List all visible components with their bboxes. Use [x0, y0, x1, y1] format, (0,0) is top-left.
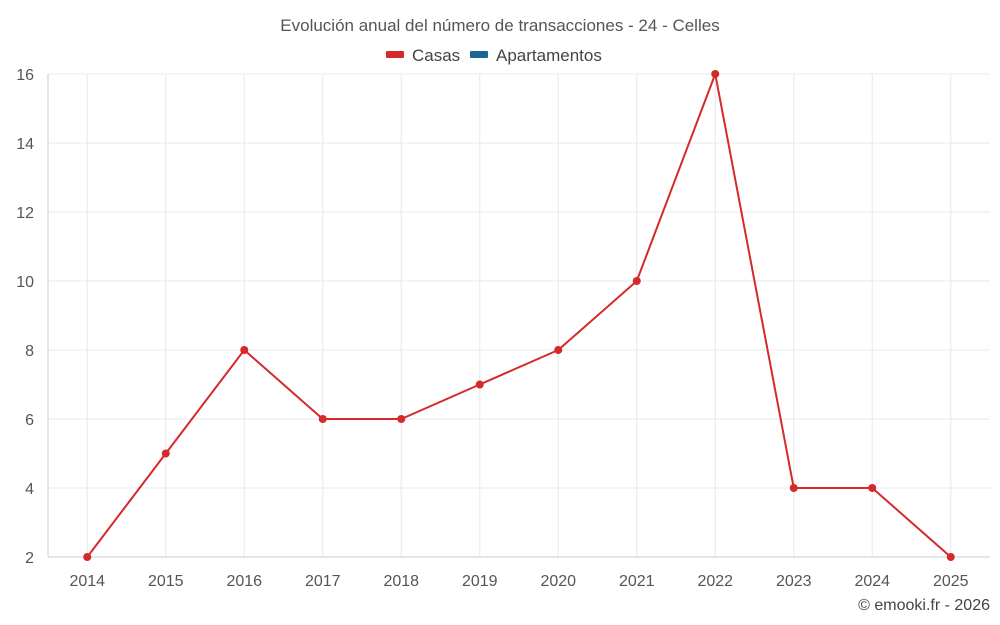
series-line-casas [86, 73, 952, 558]
y-tick-label: 2 [25, 550, 34, 567]
y-axis-ticks: 2 4 6 8 10 12 14 16 [16, 67, 34, 567]
x-tick-label: 2025 [933, 573, 969, 590]
data-point-casas-2014[interactable] [83, 553, 92, 561]
data-point-casas-2025[interactable] [946, 553, 955, 561]
chart-title: Evolución anual del número de transaccio… [280, 16, 719, 35]
x-tick-label: 2015 [148, 573, 184, 590]
x-tick-label: 2017 [305, 573, 341, 590]
legend-swatch-casas [386, 51, 404, 58]
x-tick-label: 2016 [226, 573, 262, 590]
data-point-casas-2024[interactable] [868, 484, 877, 492]
x-tick-label: 2023 [776, 573, 812, 590]
x-tick-label: 2021 [619, 573, 655, 590]
data-point-casas-2023[interactable] [789, 484, 798, 492]
legend-item-casas[interactable]: Casas [386, 46, 460, 65]
x-tick-label: 2022 [697, 573, 733, 590]
data-point-casas-2019[interactable] [475, 380, 484, 389]
legend: Casas Apartamentos [386, 46, 602, 65]
y-tick-label: 10 [16, 274, 34, 291]
y-tick-label: 6 [25, 412, 34, 429]
y-tick-label: 16 [16, 67, 34, 84]
data-point-casas-2017[interactable] [318, 415, 327, 423]
x-tick-label: 2020 [540, 573, 576, 590]
x-tick-label: 2018 [383, 573, 419, 590]
legend-label-apartamentos: Apartamentos [496, 46, 602, 65]
y-grid [48, 73, 990, 558]
y-tick-label: 12 [16, 205, 34, 222]
data-point-casas-2016[interactable] [240, 346, 249, 354]
x-axis-ticks: 2014 2015 2016 2017 2018 2019 2020 2021 2022 2023… [69, 573, 968, 590]
data-point-casas-2020[interactable] [554, 346, 563, 354]
credit-text: © emooki.fr - 2026 [858, 597, 990, 614]
x-tick-label: 2014 [69, 573, 105, 590]
x-tick-label: 2024 [854, 573, 890, 590]
series-layer [83, 70, 955, 561]
legend-swatch-apartamentos [470, 51, 488, 58]
x-tick-label: 2019 [462, 573, 498, 590]
legend-item-apartamentos[interactable]: Apartamentos [470, 46, 602, 65]
data-point-casas-2022[interactable] [711, 70, 720, 78]
y-tick-label: 4 [25, 481, 34, 498]
legend-label-casas: Casas [412, 46, 460, 65]
data-point-casas-2015[interactable] [161, 449, 170, 458]
x-grid [86, 74, 952, 557]
data-point-casas-2018[interactable] [397, 415, 406, 423]
y-tick-label: 14 [16, 136, 34, 153]
data-point-casas-2021[interactable] [632, 277, 641, 285]
y-tick-label: 8 [25, 343, 34, 360]
